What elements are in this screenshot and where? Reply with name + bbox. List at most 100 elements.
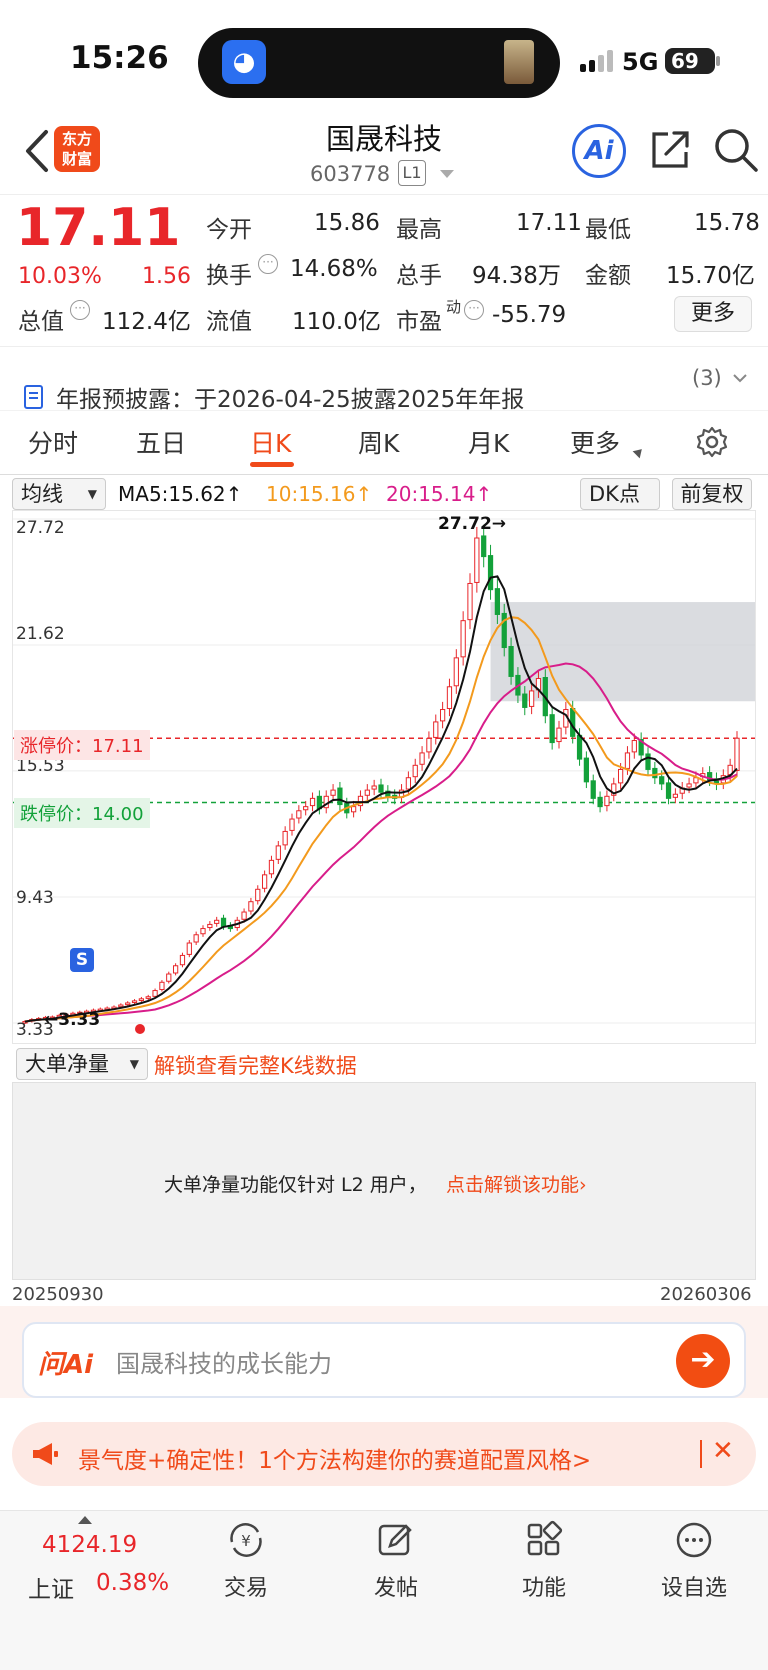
candle-body (665, 782, 672, 799)
float-mv-value: 110.0亿 (292, 309, 381, 335)
nav-post[interactable]: 发帖 (373, 1576, 418, 1601)
pe-value: -55.79 (492, 302, 567, 328)
candle-body (487, 555, 494, 591)
candle-body (255, 888, 261, 902)
high-value: 17.11 (516, 210, 582, 236)
event-dot[interactable] (135, 1024, 145, 1034)
chevron-down-icon[interactable] (440, 170, 454, 178)
total-mv-value: 112.4亿 (102, 309, 191, 335)
more-dots-icon[interactable] (644, 1520, 744, 1564)
candle-body (214, 919, 220, 924)
candle-body (138, 998, 145, 1001)
dk-label: DK点 (589, 482, 640, 506)
promo-text[interactable]: 景气度+确定性！1个方法构建你的赛道配置风格> (78, 1448, 592, 1474)
candle-body (152, 990, 158, 997)
nav-trade[interactable]: 交易 (223, 1576, 268, 1601)
info-icon[interactable]: ··· (464, 300, 484, 320)
unlock-feature-link[interactable]: 点击解锁该功能› (446, 1174, 587, 1196)
chevron-down-icon[interactable] (732, 372, 748, 384)
candle-body (350, 806, 357, 813)
y-axis-label: 3.33 (16, 1020, 54, 1040)
candle-body (439, 709, 446, 722)
candle-body (734, 737, 740, 771)
annual-report-notice[interactable]: 年报预披露：于2026-04-25披露2025年年报 (56, 387, 525, 413)
qq-app-icon[interactable]: ◕ (222, 40, 266, 84)
candle-body (672, 793, 679, 798)
limit-down-label: 跌停价：14.00 (14, 798, 150, 828)
info-icon[interactable]: ··· (258, 254, 278, 274)
tab-more[interactable]: 更多 (570, 429, 621, 458)
chevron-down-icon: ▼ (87, 487, 97, 501)
edit-icon[interactable] (346, 1520, 446, 1564)
ask-ai-input[interactable] (22, 1322, 746, 1398)
unlock-feature-label: 点击解锁该功能 (446, 1174, 580, 1196)
indicator-label: 均线 (21, 482, 63, 506)
more-quote-button[interactable]: 更多 (674, 296, 752, 332)
logo-line1: 东方 (61, 130, 92, 148)
tab-five-day[interactable]: 五日 (136, 429, 187, 458)
candle-body (494, 588, 501, 615)
eastmoney-logo[interactable]: 东方 财富 (54, 126, 100, 172)
share-icon[interactable] (648, 128, 692, 172)
unlock-kline-link[interactable]: 解锁查看完整K线数据 (154, 1054, 357, 1078)
indicator-select[interactable]: 均线 ▼ (12, 478, 106, 510)
ai-button[interactable]: Ai (572, 124, 626, 178)
arrow-right-icon[interactable]: ➔ (676, 1334, 730, 1388)
s-badge[interactable]: S (70, 948, 94, 972)
candle-body (549, 714, 555, 744)
index-value[interactable]: 4124.19 (42, 1532, 138, 1558)
change-percent: 10.03% (18, 264, 102, 289)
close-icon[interactable]: ✕ (712, 1436, 734, 1466)
adjust-button[interactable]: 前复权 (672, 478, 752, 510)
candle-body (357, 795, 364, 807)
candle-body (583, 757, 590, 783)
index-name[interactable]: 上证 (28, 1577, 74, 1603)
tab-week-k[interactable]: 周K (358, 429, 400, 458)
ask-ai-placeholder[interactable]: 国晟科技的成长能力 (116, 1350, 332, 1378)
nav-functions[interactable]: 功能 (521, 1576, 566, 1601)
pe-superscript: 动 (446, 298, 462, 316)
nav-add-watchlist[interactable]: 设自选 (660, 1576, 727, 1601)
candle-body (522, 693, 528, 708)
yen-cycle-icon[interactable]: ¥ (196, 1520, 296, 1564)
amount-label: 金额 (585, 263, 631, 289)
candle-body (275, 845, 281, 860)
candle-body (686, 783, 692, 788)
candle-body (145, 996, 151, 999)
date-start: 20250930 (12, 1284, 104, 1305)
candle-body (296, 810, 302, 819)
ma20-line (24, 662, 738, 1023)
turnover-value: 14.68% (290, 256, 378, 282)
back-arrow-icon[interactable] (18, 128, 58, 174)
candle-body (159, 981, 165, 991)
promo-banner[interactable] (12, 1422, 756, 1486)
gear-icon[interactable] (694, 424, 730, 460)
level-badge[interactable]: L1 (398, 160, 426, 186)
y-axis-label: 15.53 (16, 756, 65, 776)
tab-day-k[interactable]: 日K (250, 429, 292, 458)
tab-month-k[interactable]: 月K (468, 429, 510, 458)
sub-indicator-select[interactable]: 大单净量 ▼ (16, 1048, 148, 1080)
candle-body (337, 787, 343, 806)
high-marker-value: 27.72 (438, 514, 492, 534)
candle-body (282, 830, 288, 846)
music-app-icon[interactable] (504, 40, 534, 84)
float-mv-label: 流值 (206, 309, 252, 335)
grid-icon[interactable] (494, 1520, 594, 1564)
search-icon[interactable] (712, 126, 760, 174)
tab-intraday[interactable]: 分时 (28, 429, 79, 458)
candle-body (433, 721, 439, 738)
low-value: 15.78 (694, 210, 760, 236)
info-icon[interactable]: ··· (70, 300, 90, 320)
candle-body (241, 911, 247, 920)
candle-body (378, 784, 384, 793)
candle-body (289, 818, 295, 831)
caret-up-icon[interactable] (78, 1516, 92, 1524)
index-change[interactable]: 0.38% (96, 1570, 170, 1596)
candle-body (309, 797, 316, 807)
battery-tip (716, 56, 720, 66)
notice-count[interactable]: (3) (692, 366, 722, 390)
l2-message: 大单净量功能仅针对 L2 用户， (164, 1174, 427, 1196)
kline-chart[interactable] (12, 510, 756, 1044)
dk-point-button[interactable]: DK点 (580, 478, 660, 510)
